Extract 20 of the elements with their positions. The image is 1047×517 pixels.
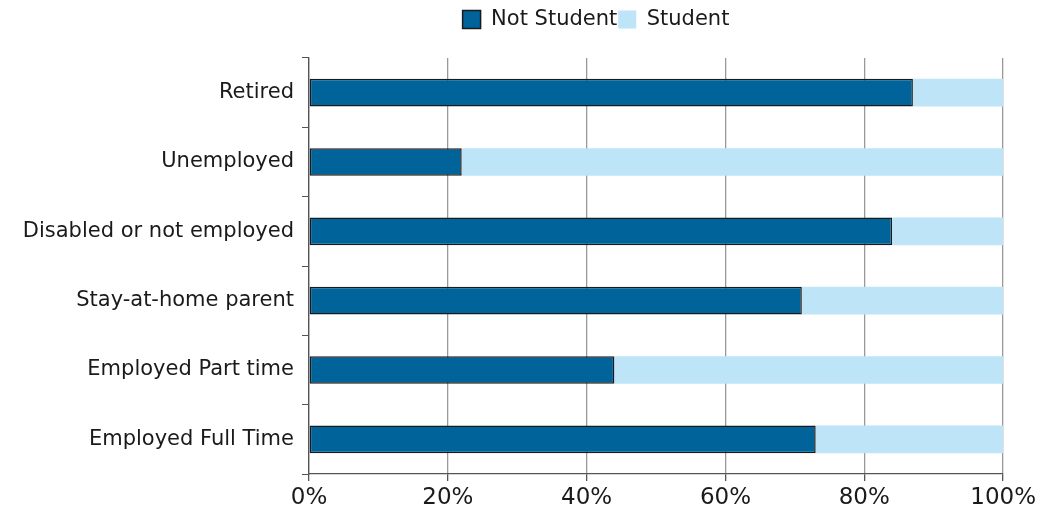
x-tick-label: 100% <box>970 482 1037 509</box>
y-tick-label: Employed Full Time <box>88 425 294 450</box>
legend-label: Student <box>646 5 730 30</box>
y-tick-label: Disabled or not employed <box>22 217 294 242</box>
bar <box>614 356 1004 384</box>
y-tick-label: Retired <box>218 79 294 104</box>
bar <box>801 286 1004 315</box>
x-tick-label: 0% <box>290 482 328 509</box>
x-tick-label: 60% <box>699 482 752 509</box>
y-tick-label: Stay-at-home parent <box>76 287 294 312</box>
bar <box>815 425 1004 454</box>
bar <box>912 78 1004 107</box>
y-tick-label: Employed Part time <box>87 356 294 381</box>
x-tick-label: 80% <box>838 482 890 509</box>
bar <box>461 148 1004 176</box>
x-tick-label: 40% <box>561 482 613 509</box>
bar <box>892 217 1004 246</box>
y-tick-label: Unemployed <box>161 148 294 173</box>
legend-label: Not Student <box>491 5 618 30</box>
x-tick-label: 20% <box>422 482 474 509</box>
